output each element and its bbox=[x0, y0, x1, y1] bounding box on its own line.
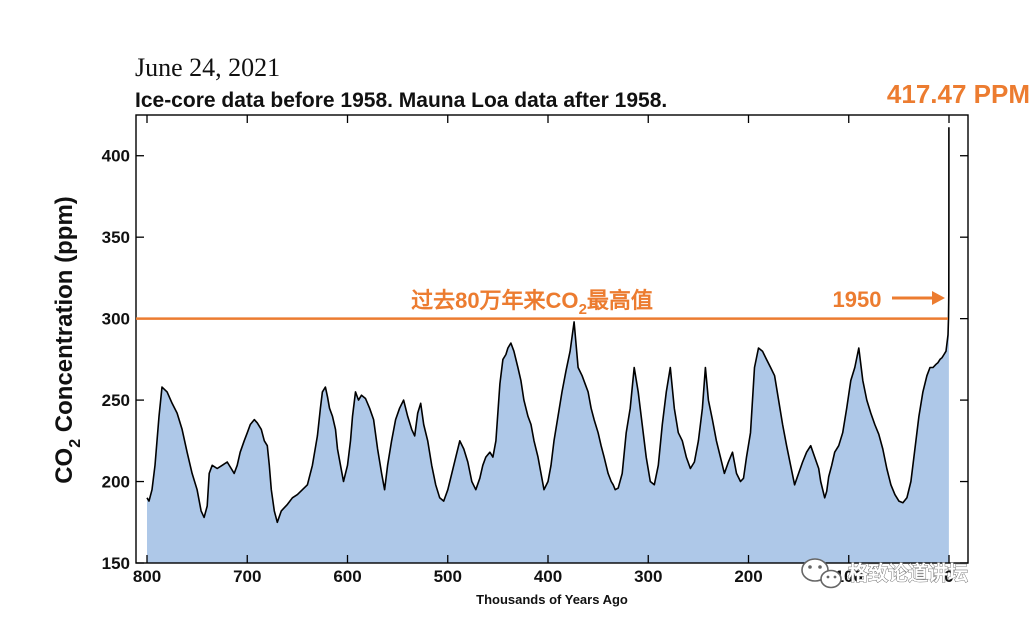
y-tick-label: 350 bbox=[102, 228, 130, 247]
x-tick-label: 200 bbox=[734, 567, 762, 586]
x-tick-label: 800 bbox=[133, 567, 161, 586]
x-tick-label: 300 bbox=[634, 567, 662, 586]
watermark: 格致论道讲坛 bbox=[801, 558, 968, 589]
co2-line bbox=[146, 127, 950, 524]
wechat-icon bbox=[801, 558, 842, 589]
y-tick-label: 250 bbox=[102, 391, 130, 410]
reference-label-sub: 2 bbox=[579, 301, 587, 318]
y-axis: 150 200 250 300 350 400 bbox=[102, 147, 968, 573]
arrow-1950-icon bbox=[892, 291, 945, 305]
x-tick-label: 500 bbox=[434, 567, 462, 586]
x-tick-label: 0 bbox=[944, 567, 953, 586]
y-axis-label: CO2 Concentration (ppm) bbox=[51, 196, 84, 484]
x-tick-label: 700 bbox=[233, 567, 261, 586]
reference-label-main: 过去80万年来CO bbox=[411, 288, 578, 313]
y-tick-label: 400 bbox=[102, 147, 130, 166]
peak-label: 417.47 PPM bbox=[887, 79, 1030, 109]
reference-line-label: 过去80万年来CO2最高值 bbox=[411, 288, 653, 318]
y-tick-label: 150 bbox=[102, 554, 130, 573]
chart-date: June 24, 2021 bbox=[135, 53, 280, 82]
y-axis-label-main: CO bbox=[51, 448, 78, 484]
x-tick-label: 400 bbox=[534, 567, 562, 586]
x-tick-label: 100 bbox=[835, 567, 863, 586]
y-tick-label: 300 bbox=[102, 310, 130, 329]
plot-area bbox=[135, 114, 969, 564]
y-tick-label: 200 bbox=[102, 473, 130, 492]
year-1950-label: 1950 bbox=[833, 287, 882, 312]
chart-title: Ice-core data before 1958. Mauna Loa dat… bbox=[135, 89, 667, 112]
y-axis-label-rest: Concentration (ppm) bbox=[51, 196, 78, 439]
x-axis-label: Thousands of Years Ago bbox=[476, 592, 628, 607]
x-axis: 800 700 600 500 400 300 200 100 0 bbox=[133, 115, 954, 586]
reference-label-rest: 最高值 bbox=[587, 288, 653, 313]
y-axis-label-sub: 2 bbox=[67, 439, 84, 448]
x-tick-label: 600 bbox=[333, 567, 361, 586]
watermark-text: 格致论道讲坛 bbox=[848, 561, 968, 585]
co2-area-fill bbox=[147, 127, 949, 564]
plot-frame bbox=[135, 114, 969, 564]
